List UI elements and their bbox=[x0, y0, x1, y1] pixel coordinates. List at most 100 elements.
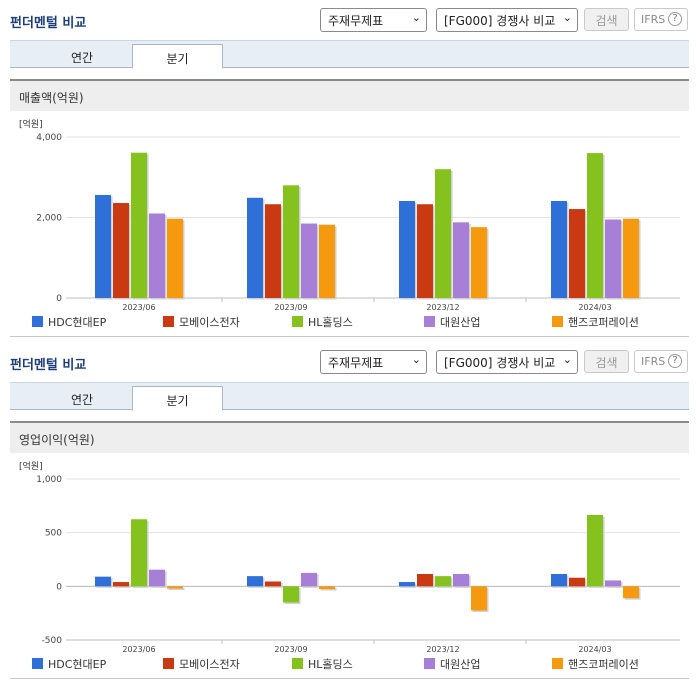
bar bbox=[319, 224, 335, 298]
bar bbox=[301, 223, 317, 298]
chevron-down-icon: ⌄ bbox=[411, 11, 421, 24]
legend-swatch bbox=[32, 658, 43, 669]
x-tick-label: 2023/12 bbox=[426, 303, 459, 311]
x-tick-label: 2023/09 bbox=[274, 645, 307, 653]
statement-select-value: 주재무제표 bbox=[328, 356, 384, 370]
legend-label: 핸즈코퍼레이션 bbox=[568, 316, 639, 329]
x-tick-label: 2023/06 bbox=[122, 645, 155, 653]
chart-panel: 매출액(억원) [억원] 0 2,000 4,000 2023/06 2023/09 202… bbox=[10, 79, 689, 337]
statement-select[interactable]: 주재무제표 ⌄ bbox=[320, 350, 427, 374]
bar bbox=[301, 572, 317, 587]
x-tick-label: 2023/12 bbox=[426, 645, 459, 653]
bar-chart-sales: [억원] 0 2,000 4,000 2023/06 2023/09 2023/12 2024… bbox=[19, 118, 680, 311]
bar bbox=[417, 204, 433, 298]
legend-label: 핸즈코퍼레이션 bbox=[568, 658, 639, 671]
chart-panel: 영업이익(억원) [억원] -500 0 500 1,000 2023/06 2023/09… bbox=[10, 421, 689, 679]
unit-label: [억원] bbox=[19, 460, 43, 472]
section-title: 펀더멘털 비교 bbox=[10, 16, 87, 31]
bar bbox=[265, 581, 281, 587]
bar bbox=[149, 213, 165, 298]
bar bbox=[453, 222, 469, 298]
bar bbox=[605, 580, 621, 587]
ifrs-label: IFRS bbox=[641, 13, 666, 26]
x-tick-label: 2024/03 bbox=[578, 645, 611, 653]
period-tabs: 연간 분기 bbox=[10, 40, 689, 69]
x-tick-label: 2024/03 bbox=[578, 303, 611, 311]
bar bbox=[95, 576, 111, 587]
chart-legend: HDC현대EP 모베이스전자 HL홀딩스 대원산업 핸즈코퍼레이션 bbox=[32, 314, 682, 330]
y-tick-label: -500 bbox=[42, 636, 63, 646]
bar bbox=[435, 169, 451, 298]
unit-label: [억원] bbox=[19, 118, 43, 130]
y-tick-label: 500 bbox=[45, 529, 62, 539]
tab-quarterly[interactable]: 분기 bbox=[132, 44, 223, 69]
chart-header: 매출액(억원) bbox=[10, 81, 689, 111]
bar-shadow bbox=[168, 587, 185, 590]
chevron-down-icon: ⌄ bbox=[562, 11, 572, 24]
chart-title: 영업이익(억원) bbox=[19, 433, 95, 447]
tab-quarterly[interactable]: 분기 bbox=[132, 386, 223, 411]
bar bbox=[417, 573, 433, 587]
legend-label: HDC현대EP bbox=[48, 316, 107, 329]
bar bbox=[247, 576, 263, 587]
bar bbox=[283, 185, 299, 298]
ifrs-help-button[interactable]: IFRS ? bbox=[634, 350, 688, 373]
bar bbox=[587, 514, 603, 587]
bar bbox=[149, 569, 165, 587]
bar bbox=[131, 519, 147, 587]
bar-chart-operating-profit: [억원] -500 0 500 1,000 2023/06 2023/09 2023/12 20… bbox=[19, 460, 680, 653]
bar bbox=[399, 582, 415, 587]
legend-label: 모베이스전자 bbox=[179, 316, 240, 329]
peer-select[interactable]: [FG000] 경쟁사 비교 ⌄ bbox=[436, 8, 578, 32]
help-icon: ? bbox=[668, 12, 682, 26]
tab-annual[interactable]: 연간 bbox=[70, 393, 94, 407]
legend-label: 대원산업 bbox=[440, 316, 481, 329]
bar bbox=[113, 203, 129, 298]
section-header: 펀더멘털 비교 주재무제표 ⌄ [FG000] 경쟁사 비교 ⌄ 검색 IFRS… bbox=[0, 342, 696, 378]
tab-annual[interactable]: 연간 bbox=[70, 51, 94, 65]
period-tabs: 연간 분기 bbox=[10, 382, 689, 411]
x-tick-label: 2023/09 bbox=[274, 303, 307, 311]
x-tick-label: 2023/06 bbox=[122, 303, 155, 311]
bar-shadow bbox=[320, 587, 337, 591]
legend-swatch bbox=[163, 658, 174, 669]
legend-label: 모베이스전자 bbox=[179, 658, 240, 671]
chart-legend: HDC현대EP 모베이스전자 HL홀딩스 대원산업 핸즈코퍼레이션 bbox=[32, 656, 682, 672]
ifrs-help-button[interactable]: IFRS ? bbox=[634, 8, 688, 31]
bar bbox=[587, 153, 603, 298]
statement-select-value: 주재무제표 bbox=[328, 14, 384, 28]
legend-swatch bbox=[292, 316, 303, 327]
legend-swatch bbox=[424, 658, 435, 669]
ifrs-label: IFRS bbox=[641, 355, 666, 368]
chevron-down-icon: ⌄ bbox=[562, 353, 572, 366]
statement-select[interactable]: 주재무제표 ⌄ bbox=[320, 8, 427, 32]
section-title: 펀더멘털 비교 bbox=[10, 358, 87, 373]
search-button[interactable]: 검색 bbox=[584, 8, 629, 31]
legend-swatch bbox=[424, 316, 435, 327]
legend-swatch bbox=[552, 316, 563, 327]
bar bbox=[569, 209, 585, 298]
legend-swatch bbox=[163, 316, 174, 327]
legend-label: HDC현대EP bbox=[48, 658, 107, 671]
bar bbox=[113, 582, 129, 587]
bar bbox=[623, 218, 639, 298]
bar bbox=[95, 194, 111, 298]
bar bbox=[453, 573, 469, 587]
bar bbox=[551, 573, 567, 587]
peer-select-value: [FG000] 경쟁사 비교 bbox=[444, 356, 556, 370]
fundamental-section-operating-profit: 펀더멘털 비교 주재무제표 ⌄ [FG000] 경쟁사 비교 ⌄ 검색 IFRS… bbox=[0, 342, 696, 684]
search-button[interactable]: 검색 bbox=[584, 350, 629, 373]
bar bbox=[605, 219, 621, 298]
y-tick-label: 0 bbox=[56, 582, 62, 592]
bar bbox=[399, 200, 415, 298]
legend-label: HL홀딩스 bbox=[308, 658, 353, 671]
y-tick-label: 0 bbox=[56, 294, 62, 304]
bar bbox=[265, 204, 281, 298]
y-tick-label: 2,000 bbox=[36, 214, 62, 224]
peer-select[interactable]: [FG000] 경쟁사 비교 ⌄ bbox=[436, 350, 578, 374]
chart-title: 매출액(억원) bbox=[19, 91, 84, 105]
chevron-down-icon: ⌄ bbox=[411, 353, 421, 366]
legend-swatch bbox=[32, 316, 43, 327]
peer-select-value: [FG000] 경쟁사 비교 bbox=[444, 14, 556, 28]
bar bbox=[471, 227, 487, 298]
